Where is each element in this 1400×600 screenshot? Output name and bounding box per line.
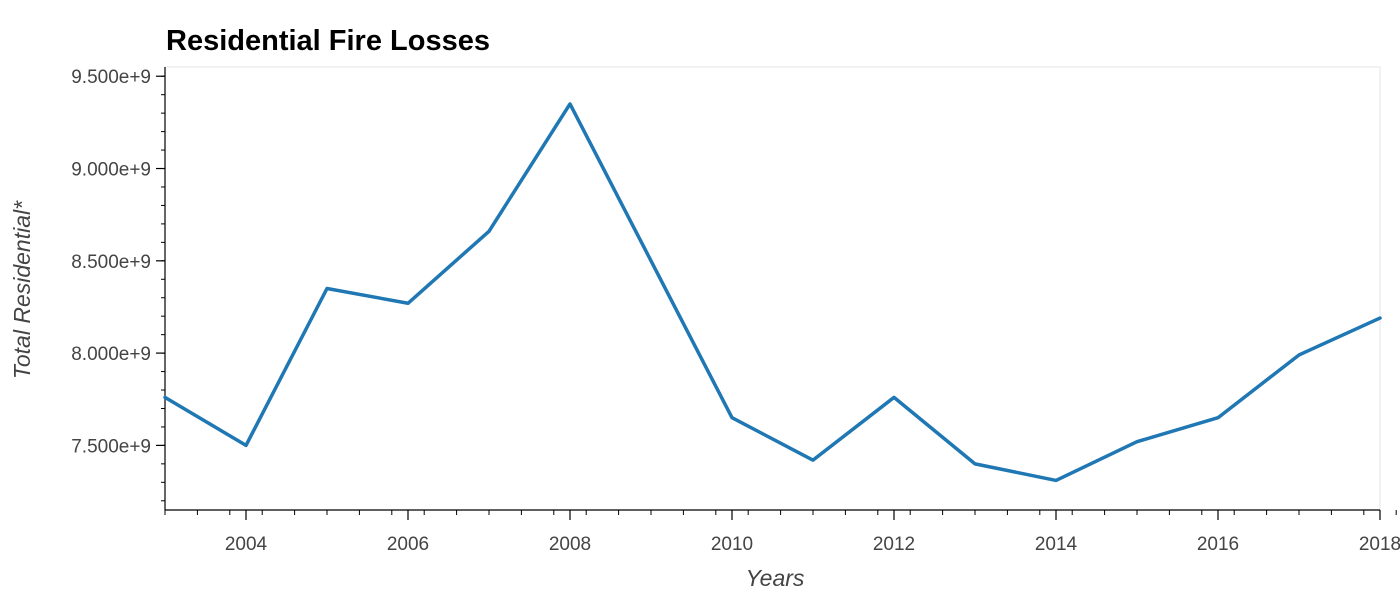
data-point (1135, 440, 1139, 444)
x-tick-label: 2018 (1359, 534, 1400, 555)
y-axis-label: Total Residential* (9, 200, 35, 379)
data-point (244, 443, 248, 447)
y-tick-label: 8.500e+9 (71, 252, 151, 273)
data-point (406, 301, 410, 305)
y-tick-label: 9.000e+9 (71, 160, 151, 181)
y-tick-label: 7.500e+9 (71, 436, 151, 457)
series-layer (163, 102, 1382, 483)
x-tick-label: 2006 (387, 534, 429, 555)
y-tick-label: 8.000e+9 (71, 344, 151, 365)
series-line (163, 102, 1382, 483)
x-axis-label: Years (746, 565, 805, 591)
x-tick-label: 2008 (549, 534, 591, 555)
x-axis: 2004 2006 2008 2010 2012 2014 2016 2018 (164, 509, 1400, 555)
data-point (1216, 416, 1220, 420)
y-axis: 7.500e+9 8.000e+9 8.500e+9 9.000e+9 9.500e+9 (71, 67, 166, 510)
data-point (163, 395, 167, 399)
data-point (973, 462, 977, 466)
x-tick-label: 2016 (1197, 534, 1239, 555)
x-tick-label: 2012 (873, 534, 915, 555)
data-point (1054, 478, 1058, 482)
x-tick-label: 2004 (225, 534, 268, 555)
data-point (1378, 316, 1382, 320)
data-point (892, 395, 896, 399)
data-point (730, 416, 734, 420)
x-tick-label: 2014 (1035, 534, 1078, 555)
data-point (568, 102, 572, 106)
data-point (487, 229, 491, 233)
data-point (1297, 353, 1301, 357)
data-point (649, 259, 653, 263)
y-tick-label: 9.500e+9 (71, 67, 151, 88)
x-tick-label: 2010 (711, 534, 753, 555)
data-point (325, 287, 329, 291)
data-point (811, 458, 815, 462)
chart-title: Residential Fire Losses (166, 25, 490, 57)
